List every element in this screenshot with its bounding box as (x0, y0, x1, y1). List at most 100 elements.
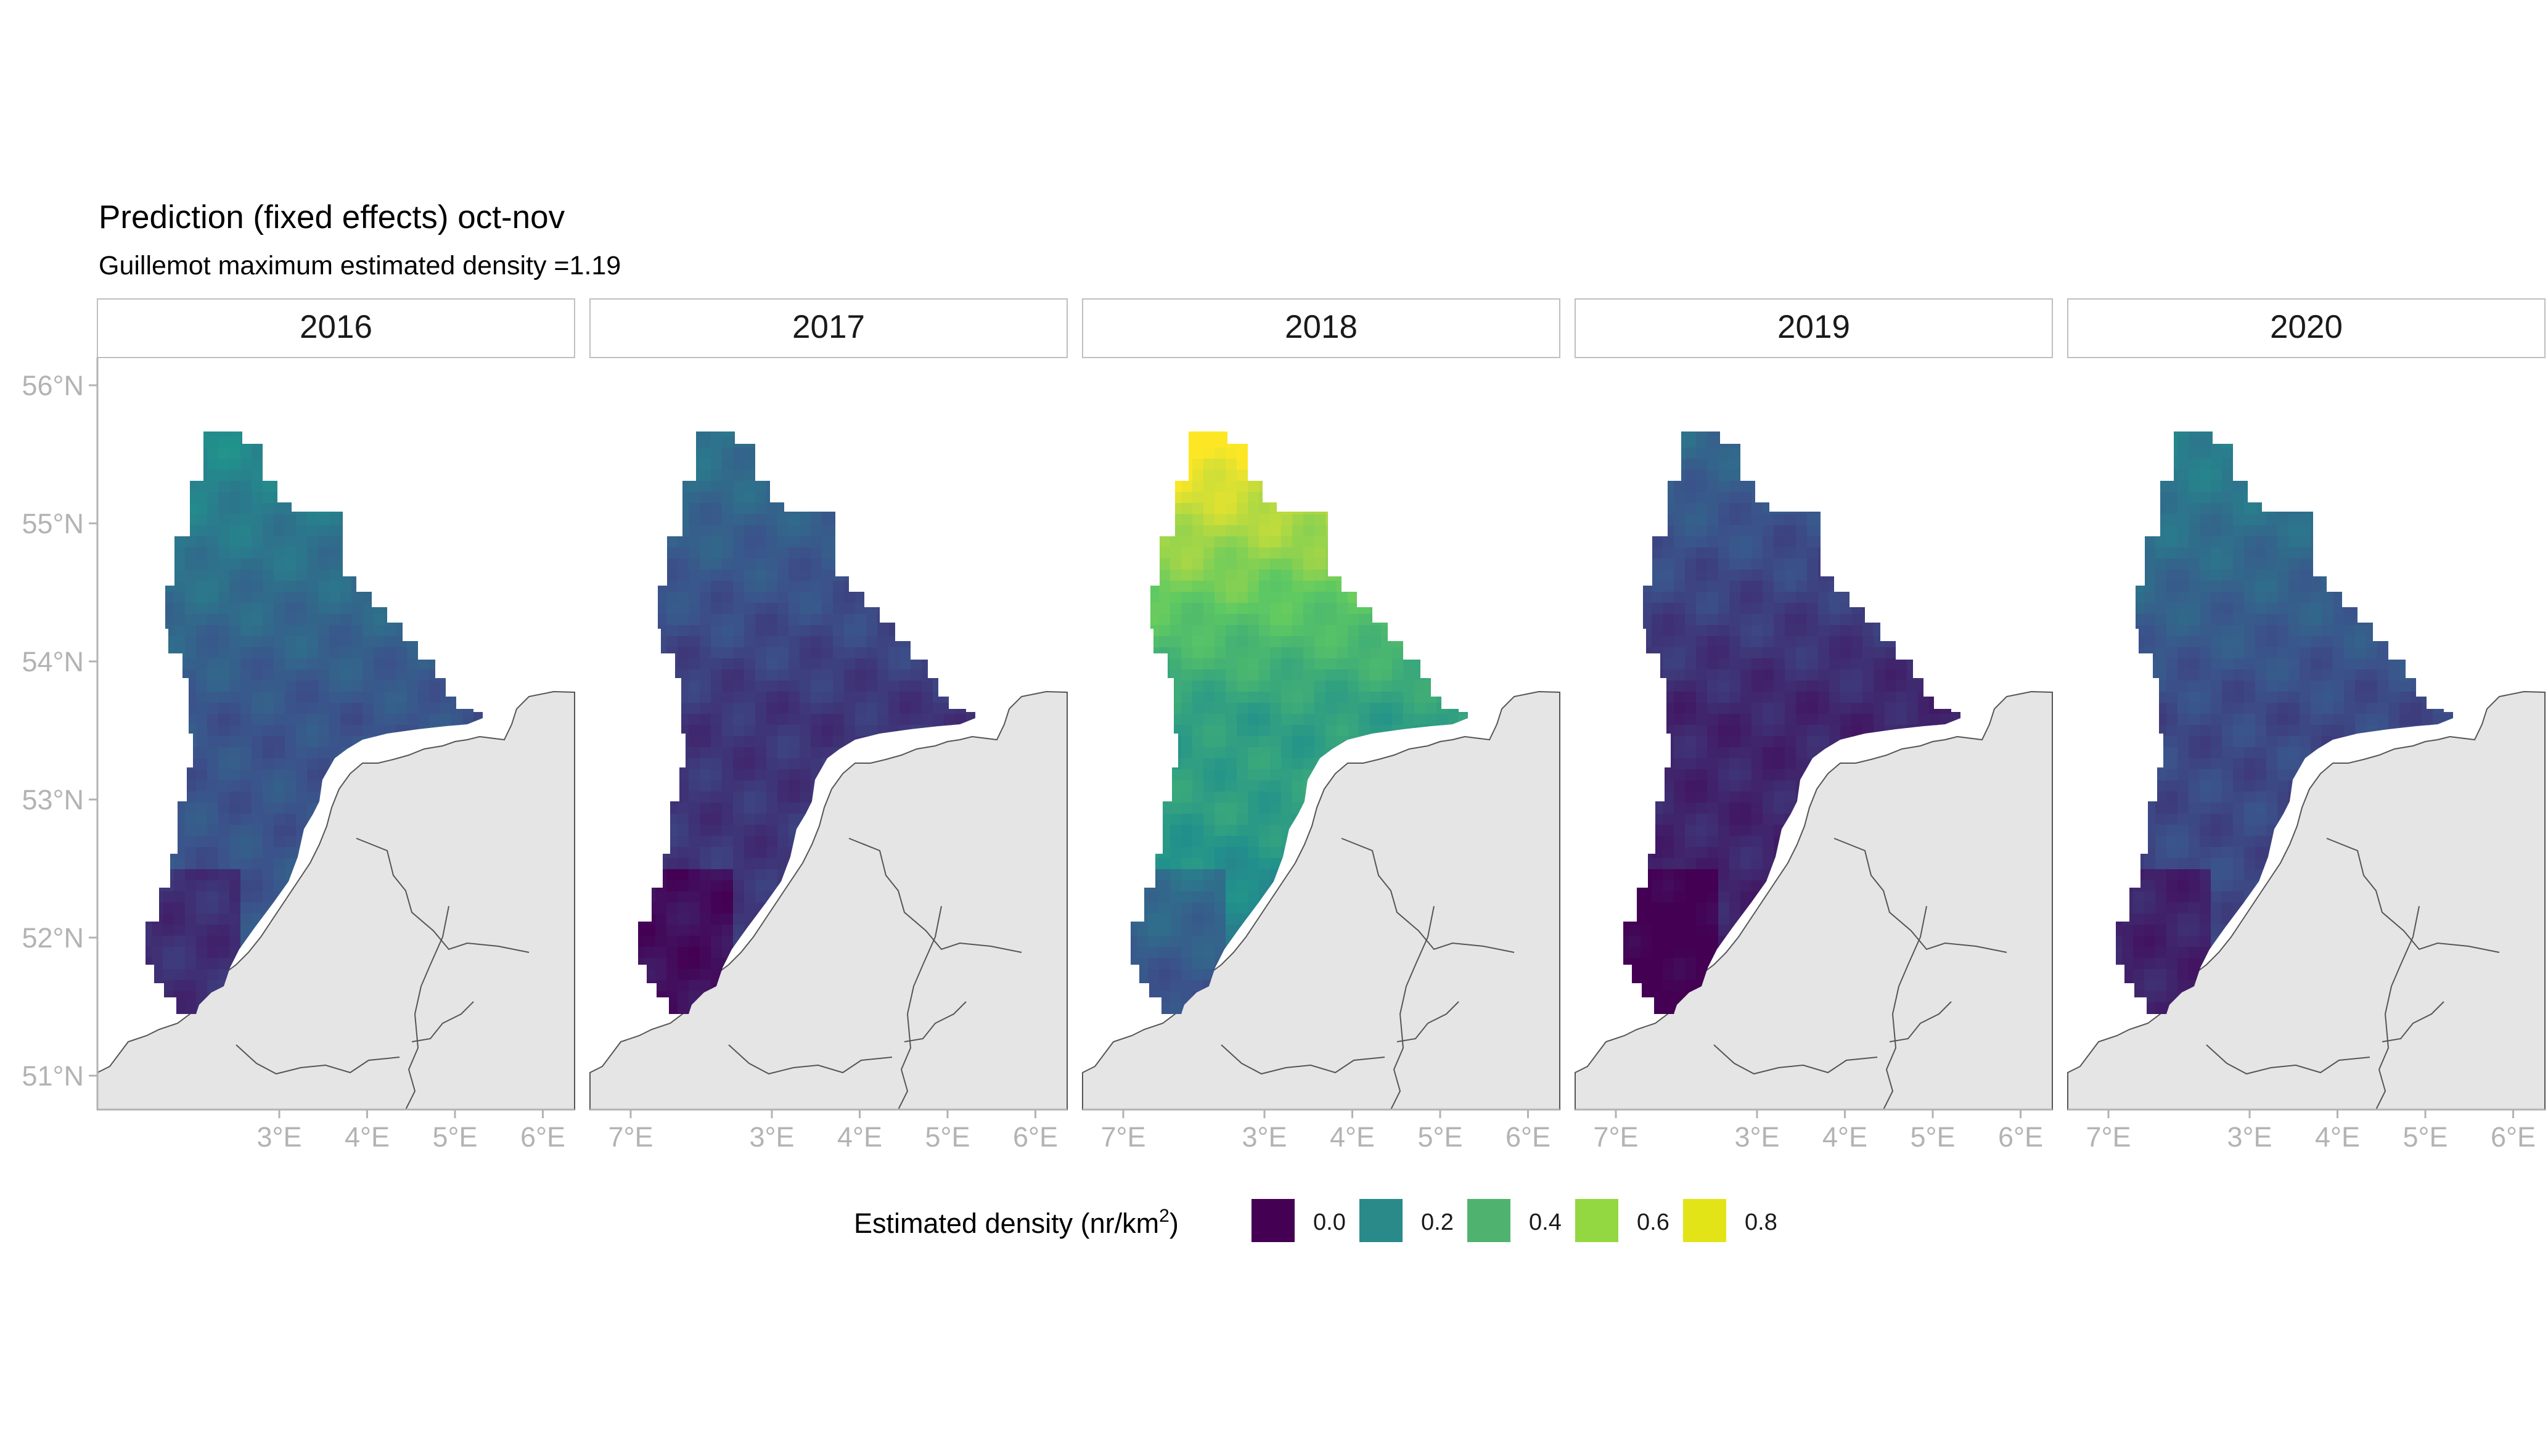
density-cell (429, 470, 441, 481)
density-cell (911, 714, 922, 726)
density-cell (711, 936, 723, 947)
density-cell (385, 681, 396, 692)
density-cell (944, 614, 956, 626)
density-cell (1259, 614, 1271, 626)
density-cell (1470, 425, 1481, 437)
density-cell (638, 503, 645, 515)
density-cell (1314, 436, 1326, 448)
density-cell (744, 714, 756, 726)
density-cell (152, 869, 163, 881)
density-cell (240, 592, 252, 603)
density-cell (329, 448, 341, 459)
density-cell (163, 958, 174, 970)
density-cell (263, 581, 274, 592)
density-cell (1392, 525, 1404, 537)
density-cell (1459, 536, 1468, 548)
density-cell (296, 791, 308, 803)
density-cell (1137, 581, 1149, 592)
density-cell (407, 431, 419, 437)
density-cell (152, 891, 163, 903)
density-cell (462, 703, 474, 714)
density-cell (1337, 614, 1348, 626)
density-cell (666, 925, 678, 936)
density-cell (966, 592, 975, 603)
density-cell (1370, 481, 1382, 493)
density-cell (340, 681, 352, 692)
density-cell (777, 514, 789, 526)
density-cell (1381, 636, 1393, 648)
density-cell (1425, 681, 1437, 692)
density-cell (1403, 614, 1415, 626)
density-cell (1159, 847, 1171, 859)
density-cell (1292, 769, 1304, 781)
density-cell (318, 492, 330, 504)
density-cell (329, 525, 341, 537)
density-cell (396, 481, 408, 493)
density-cell (711, 558, 723, 570)
density-cell (329, 692, 341, 703)
density-cell (1459, 492, 1468, 504)
density-cell (1226, 581, 1237, 592)
density-cell (363, 570, 374, 581)
density-cell (374, 714, 385, 726)
density-cell (285, 570, 297, 581)
density-cell (800, 431, 811, 437)
density-cell (145, 736, 152, 748)
density-cell (429, 614, 441, 626)
density-cell (418, 431, 430, 437)
density-cell (1203, 658, 1215, 670)
density-cell (1348, 625, 1359, 637)
density-cell (922, 669, 933, 681)
density-cell (766, 891, 778, 903)
density-cell (638, 625, 645, 637)
density-cell (196, 547, 208, 559)
density-cell (145, 492, 152, 504)
density-cell (1359, 736, 1370, 748)
density-cell (644, 714, 656, 726)
density-cell (1203, 603, 1215, 615)
density-cell (263, 714, 274, 726)
density-cell (418, 614, 430, 626)
density-cell (1270, 603, 1282, 615)
density-cell (1459, 703, 1468, 714)
density-cell (1226, 625, 1237, 637)
density-cell (1181, 514, 1193, 526)
density-cell (1270, 436, 1282, 448)
density-cell (1314, 614, 1326, 626)
density-cell (700, 558, 711, 570)
density-cell (1237, 625, 1248, 637)
density-cell (274, 803, 285, 814)
density-cell (1292, 780, 1304, 792)
density-cell (1181, 936, 1193, 947)
density-cell (440, 625, 452, 637)
density-cell (977, 492, 989, 504)
density-cell (263, 470, 274, 481)
density-cell (152, 958, 163, 970)
density-cell (744, 869, 756, 881)
density-cell (766, 481, 778, 493)
density-cell (318, 747, 330, 759)
density-cell (307, 703, 319, 714)
density-cell (933, 714, 944, 726)
density-cell (1131, 891, 1137, 903)
density-cell (340, 448, 352, 459)
density-cell (755, 847, 767, 859)
density-cell (678, 891, 689, 903)
density-cell (1337, 592, 1348, 603)
density-cell (638, 936, 645, 947)
density-cell (145, 925, 152, 936)
density-cell (678, 459, 689, 470)
density-cell (1414, 431, 1426, 437)
density-cell (700, 969, 711, 981)
density-cell (174, 459, 186, 470)
density-cell (655, 714, 667, 726)
density-cell (340, 436, 352, 448)
density-cell (1337, 503, 1348, 515)
density-cell (351, 692, 363, 703)
density-cell (207, 647, 219, 659)
density-cell (462, 581, 474, 592)
density-cell (777, 636, 789, 648)
density-cell (1303, 525, 1315, 537)
density-cell (899, 625, 911, 637)
density-cell (440, 636, 452, 648)
